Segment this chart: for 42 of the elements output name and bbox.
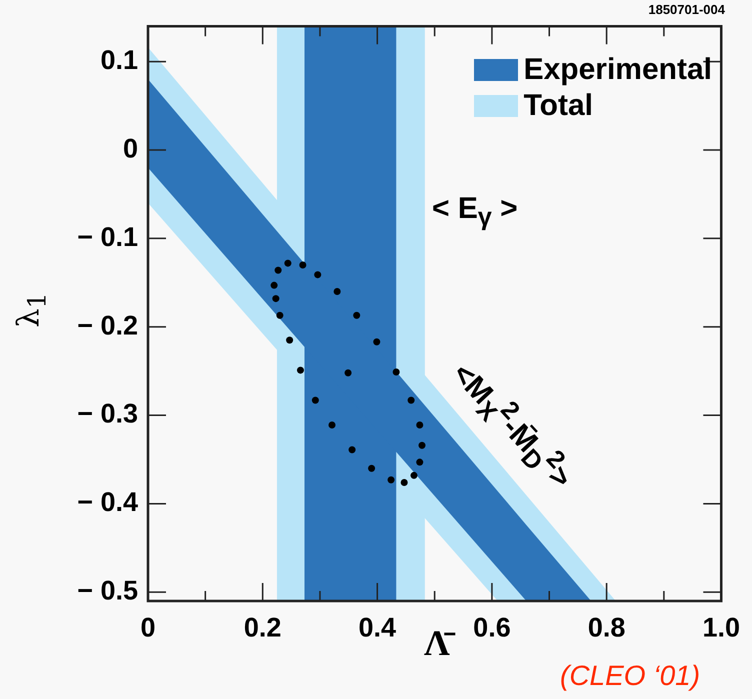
annotation: < E$_{γ}$ > — [432, 192, 518, 232]
point — [314, 271, 322, 278]
y-tick-label: 0.1 — [100, 45, 138, 76]
y-tick-label: − 0.4 — [77, 487, 138, 518]
point — [270, 282, 278, 289]
point — [328, 422, 336, 429]
point — [410, 472, 418, 479]
x-tick-label: 1.0 — [702, 612, 740, 643]
text: 1850701-004 — [648, 2, 725, 17]
point — [400, 479, 408, 486]
point — [276, 312, 284, 319]
y-tick-label: 0 — [122, 133, 138, 164]
point — [274, 266, 282, 274]
point — [388, 476, 395, 484]
y-tick-label: − 0.3 — [77, 398, 138, 429]
y-tick-label: − 0.5 — [77, 576, 138, 606]
point — [353, 312, 360, 319]
text: (CLEO ‘01) — [560, 660, 700, 692]
point — [272, 295, 280, 302]
point — [312, 396, 319, 404]
point — [286, 336, 294, 344]
point — [408, 396, 415, 404]
point — [416, 458, 424, 466]
y-tick-label: − 0.1 — [77, 222, 138, 252]
x-tick-label: 0.4 — [358, 612, 396, 643]
y-tick-label: − 0.2 — [77, 310, 138, 340]
point — [296, 366, 304, 374]
point — [368, 464, 376, 472]
point — [373, 338, 380, 346]
legend-label: Experimental — [524, 53, 712, 87]
legend-label: Total — [524, 89, 594, 123]
x-tick-label: 0.6 — [473, 612, 511, 643]
x-tick-label: 0.8 — [588, 612, 626, 643]
x-tick-label: 0.2 — [244, 612, 282, 643]
point — [284, 260, 292, 267]
point — [392, 368, 400, 376]
point — [299, 261, 306, 268]
point — [416, 422, 424, 429]
point — [418, 442, 426, 449]
point — [348, 446, 356, 454]
point — [334, 288, 341, 295]
point — [344, 369, 352, 376]
